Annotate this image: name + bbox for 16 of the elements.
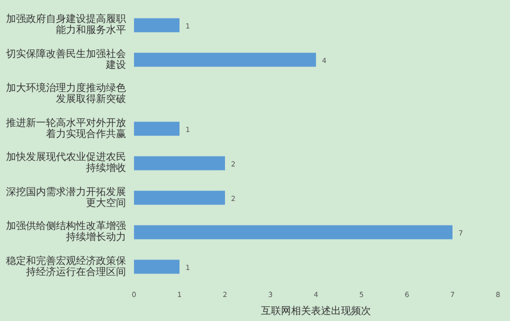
bar xyxy=(134,18,180,32)
y-tick-label: 推进新一轮高水平对外开放着力实现合作共赢 xyxy=(5,118,126,140)
y-tick-label: 加大环境治理力度推动绿色发展取得新突破 xyxy=(5,83,126,106)
bar xyxy=(134,122,180,136)
y-tick-label: 深挖国内需求潜力开拓发展更大空间 xyxy=(5,186,126,209)
bar xyxy=(134,260,180,274)
y-tick-label: 加强供给侧结构性改革增强持续增长动力 xyxy=(5,221,126,244)
y-tick-label: 加快发展现代农业促进农民持续增收 xyxy=(5,152,126,174)
y-tick-label: 切实保障改善民生加强社会建设 xyxy=(5,48,126,71)
bar xyxy=(134,225,452,240)
bar xyxy=(134,190,225,205)
y-tick-label: 加强政府自身建设提高履职能力和服务水平 xyxy=(5,14,126,36)
x-axis-title: 互联网相关表述出现频次 xyxy=(261,305,371,317)
y-tick-label: 稳定和完善宏观经济政策保持经济运行在合理区间 xyxy=(5,256,126,278)
bar xyxy=(134,52,316,67)
bar xyxy=(134,156,225,170)
